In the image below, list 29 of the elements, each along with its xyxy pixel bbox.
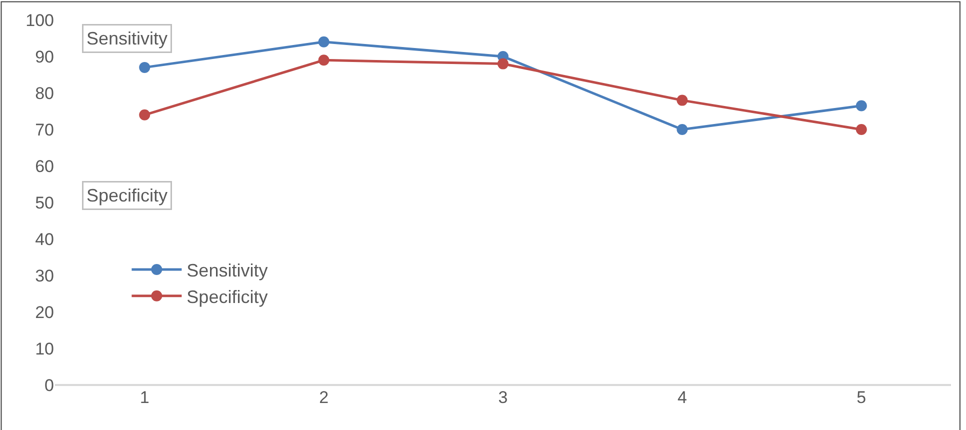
y-tick-label: 90 bbox=[35, 47, 54, 66]
y-tick-label: 50 bbox=[35, 193, 54, 212]
x-tick-label: 2 bbox=[319, 388, 329, 407]
x-tick-label: 4 bbox=[677, 388, 687, 407]
point bbox=[676, 124, 688, 135]
x-tick-label: 5 bbox=[856, 388, 866, 407]
annotation: Specificity bbox=[86, 186, 168, 206]
x-tick-label: 3 bbox=[498, 388, 508, 407]
annotation: Sensitivity bbox=[86, 28, 168, 48]
y-tick-label: 80 bbox=[35, 84, 54, 103]
point bbox=[139, 62, 150, 73]
point bbox=[676, 94, 688, 106]
y-tick-label: 10 bbox=[35, 339, 54, 358]
x-tick-label: 1 bbox=[140, 388, 150, 407]
point bbox=[139, 109, 150, 120]
y-tick-label: 30 bbox=[35, 266, 54, 286]
y-tick-label: 0 bbox=[44, 376, 54, 395]
y-tick-label: 40 bbox=[35, 230, 54, 249]
y-tick-label: 70 bbox=[35, 120, 54, 140]
point bbox=[856, 124, 867, 135]
point bbox=[856, 100, 867, 112]
point bbox=[318, 54, 330, 66]
point bbox=[498, 58, 508, 70]
y-tick-label: 20 bbox=[35, 302, 54, 322]
y-tick-label: 100 bbox=[26, 10, 54, 30]
legend-label: Specificity bbox=[186, 286, 268, 307]
point bbox=[318, 36, 330, 48]
legend-label: Sensitivity bbox=[186, 260, 268, 281]
y-tick-label: 60 bbox=[35, 156, 54, 176]
